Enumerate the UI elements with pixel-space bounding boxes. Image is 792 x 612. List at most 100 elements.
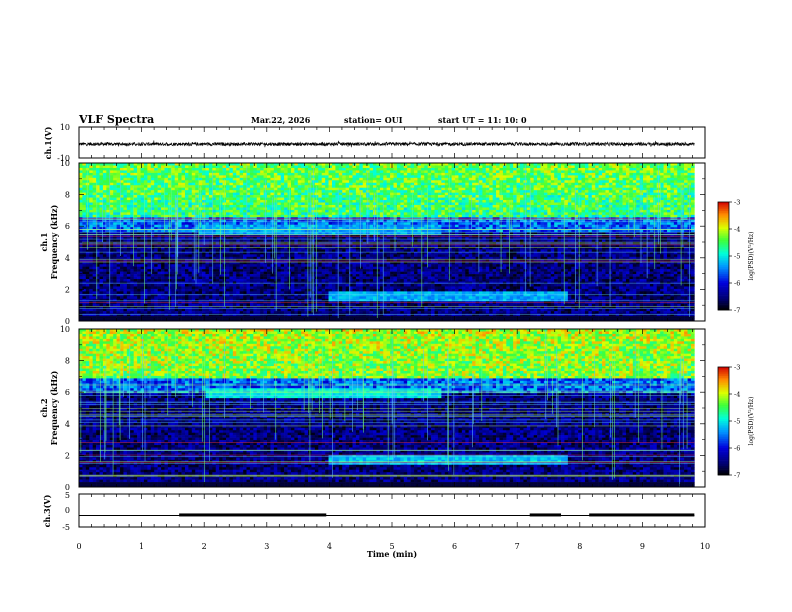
spectrogram-cell (291, 249, 295, 252)
spectrogram-cell (205, 198, 209, 201)
spectrogram-cell (335, 222, 339, 225)
spectrogram-cell (123, 212, 127, 215)
spectrogram-cell (243, 277, 247, 280)
spectrogram-cell (164, 222, 168, 225)
spectrogram-cell (260, 284, 264, 287)
spectrogram-cell (158, 210, 162, 213)
spectrogram-cell (318, 254, 322, 257)
spectrogram-cell (229, 277, 233, 280)
spectrogram-cell (229, 279, 233, 282)
spectrogram-cell (335, 314, 339, 317)
spectrogram-cell (332, 269, 336, 272)
spectrogram-cell (264, 269, 268, 272)
spectrogram-cell (171, 247, 175, 250)
spectrogram-cell (205, 195, 209, 198)
spectrogram-cell (93, 188, 97, 191)
spectrogram-cell (127, 279, 131, 282)
spectrogram-cell (318, 203, 322, 206)
spectrogram-cell (339, 205, 343, 208)
spectrogram-cell (154, 249, 158, 252)
spectrogram-cell (322, 203, 326, 206)
spectrogram-cell (175, 193, 179, 196)
spectrogram-cell (236, 279, 240, 282)
spectrogram-cell (318, 188, 322, 191)
spectrogram-cell (202, 286, 206, 289)
spectrogram-cell (281, 269, 285, 272)
spectrogram-cell (294, 225, 298, 228)
spectrogram-cell (182, 188, 186, 191)
spectrogram-cell (127, 254, 131, 257)
spectrogram-cell (233, 207, 237, 210)
spectrogram-cell (171, 170, 175, 173)
spectrogram-cell (182, 215, 186, 218)
spectrogram-cell (164, 291, 168, 294)
spectrogram-cell (79, 286, 83, 289)
spectrogram-cell (243, 200, 247, 203)
spectrogram-cell (103, 242, 107, 245)
spectrogram-cell (134, 299, 138, 302)
spectrogram-cell (137, 205, 141, 208)
spectrogram-cell (301, 299, 305, 302)
spectrogram-cell (137, 259, 141, 262)
spectrogram-cell (113, 183, 117, 186)
spectrogram-cell (144, 311, 148, 314)
spectrogram-cell (322, 225, 326, 228)
spectrogram-cell (147, 291, 151, 294)
spectrogram-cell (123, 296, 127, 299)
spectrogram-cell (260, 178, 264, 181)
spectrogram-cell (339, 193, 343, 196)
spectrogram-cell (298, 168, 302, 171)
spectrogram-cell (250, 286, 254, 289)
spectrogram-cell (264, 314, 268, 317)
spectrogram-cell (212, 165, 216, 168)
spectrogram-cell (243, 215, 247, 218)
spectrogram-cell (216, 289, 220, 292)
spectrogram-cell (127, 314, 131, 317)
spectrogram-cell (185, 249, 189, 252)
spectrogram-cell (233, 225, 237, 228)
spectrogram-cell (281, 294, 285, 297)
spectrogram-cell (137, 203, 141, 206)
spectrogram-cell (212, 296, 216, 299)
spectrogram-cell (284, 198, 288, 201)
spectrogram-cell (134, 259, 138, 262)
spectrogram-cell (335, 170, 339, 173)
spectrogram-cell (284, 254, 288, 257)
spectrogram-cell (301, 210, 305, 213)
spectrogram-cell (195, 178, 199, 181)
spectrogram-cell (291, 284, 295, 287)
spectrogram-cell (192, 198, 196, 201)
spectrogram-cell (134, 203, 138, 206)
spectrogram-cell (209, 314, 213, 317)
spectrogram-cell (147, 215, 151, 218)
spectrogram-cell (322, 178, 326, 181)
spectrogram-cell (154, 237, 158, 240)
spectrogram-cell (257, 286, 261, 289)
spectrogram-cell (281, 264, 285, 267)
spectrogram-cell (141, 254, 145, 257)
spectrogram-cell (284, 205, 288, 208)
spectrogram-cell (277, 188, 281, 191)
spectrogram-cell (209, 294, 213, 297)
spectrogram-cell (185, 299, 189, 302)
spectrogram-cell (253, 205, 257, 208)
spectrogram-cell (243, 249, 247, 252)
spectrogram-cell (236, 299, 240, 302)
spectrogram-cell (301, 212, 305, 215)
spectrogram-cell (253, 304, 257, 307)
spectrogram-cell (96, 299, 100, 302)
spectrogram-cell (267, 299, 271, 302)
spectrogram-cell (144, 316, 148, 319)
spectrogram-cell (188, 247, 192, 250)
spectrogram-cell (298, 274, 302, 277)
spectrogram-cell (301, 274, 305, 277)
spectrogram-cell (147, 304, 151, 307)
spectrogram-cell (127, 222, 131, 225)
spectrogram-cell (294, 188, 298, 191)
spectrogram-cell (216, 254, 220, 257)
spectrogram-cell (291, 264, 295, 267)
spectrogram-cell (267, 180, 271, 183)
spectrogram-cell (86, 269, 90, 272)
spectrogram-cell (137, 314, 141, 317)
spectrogram-cell (267, 173, 271, 176)
